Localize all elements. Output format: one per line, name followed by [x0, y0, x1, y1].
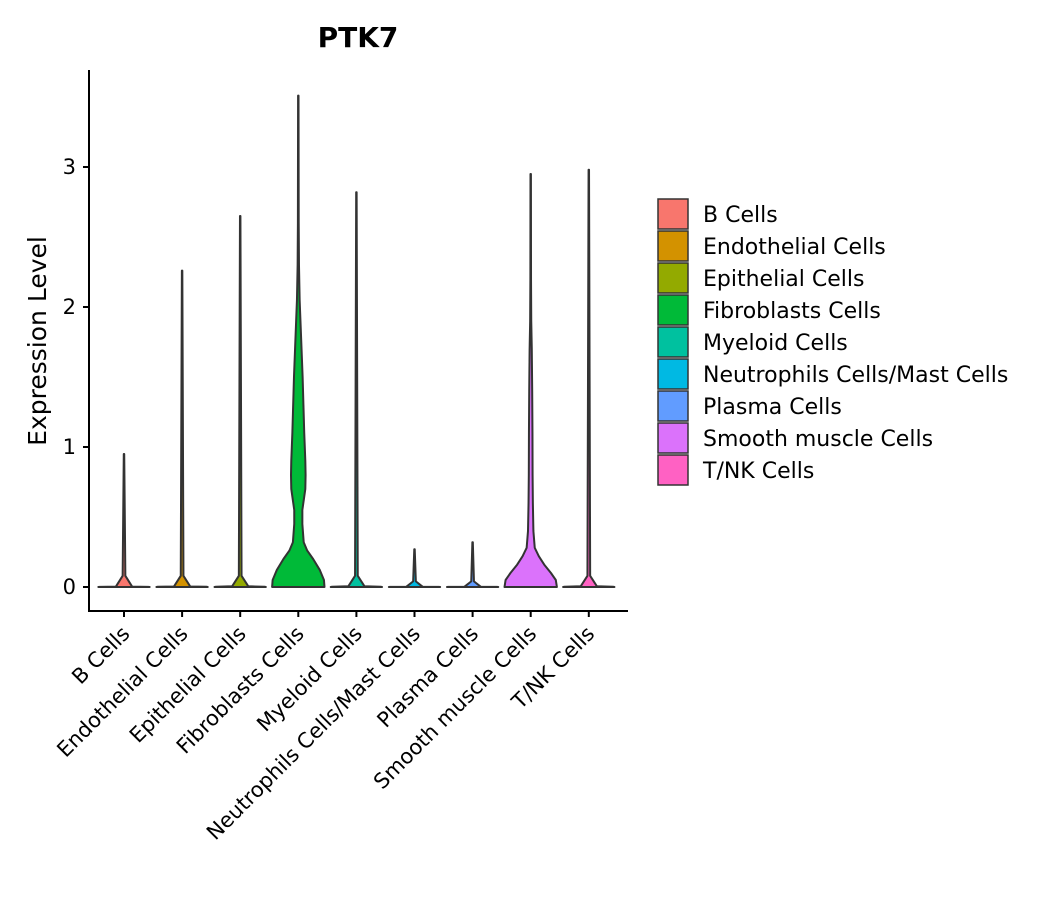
violin-fibroblasts-cells: [271, 94, 326, 588]
violin-endothelial-cells: [155, 269, 209, 588]
violin-epithelial-cells: [213, 215, 267, 588]
legend-key: [657, 422, 689, 454]
legend-label: Myeloid Cells: [703, 331, 848, 356]
violin-myeloid-cells: [329, 191, 384, 588]
chart-title: PTK7: [318, 21, 399, 54]
legend-label: Smooth muscle Cells: [703, 427, 933, 452]
legend-label: T/NK Cells: [702, 459, 814, 484]
violin-smooth-muscle-cells: [503, 173, 558, 588]
y-tick-label: 1: [63, 435, 76, 459]
legend-label: Neutrophils Cells/Mast Cells: [703, 363, 1008, 388]
violin-t-nk-cells: [562, 168, 616, 588]
y-tick-label: 2: [63, 295, 76, 319]
legend-key: [657, 230, 689, 262]
violin-plasma-cells: [445, 541, 500, 588]
violin-neutrophils-cells-mast-cells: [387, 548, 442, 588]
legend-label: Endothelial Cells: [703, 235, 886, 260]
y-tick-label: 0: [63, 575, 76, 599]
legend-label: Fibroblasts Cells: [703, 299, 881, 324]
legend-key: [657, 198, 689, 230]
violin-b-cells: [97, 453, 151, 588]
x-tick-label: Plasma Cells: [372, 622, 483, 733]
legend-key: [657, 262, 689, 294]
legend-label: B Cells: [703, 203, 778, 228]
violin-group: [97, 94, 616, 588]
legend-key: [657, 326, 689, 358]
x-tick-label: Neutrophils Cells/Mast Cells: [202, 622, 425, 845]
legend-key: [657, 390, 689, 422]
legend-key: [657, 358, 689, 390]
legend-key: [657, 294, 689, 326]
legend-key: [657, 454, 689, 486]
y-ticks: 0 1 2 3: [63, 155, 89, 599]
legend-label: Plasma Cells: [703, 395, 842, 420]
legend-label: Epithelial Cells: [703, 267, 864, 292]
y-tick-label: 3: [63, 155, 76, 179]
y-axis-title: Expression Level: [23, 236, 52, 446]
legend: B Cells Endothelial Cells Epithelial Cells…: [657, 198, 1008, 486]
